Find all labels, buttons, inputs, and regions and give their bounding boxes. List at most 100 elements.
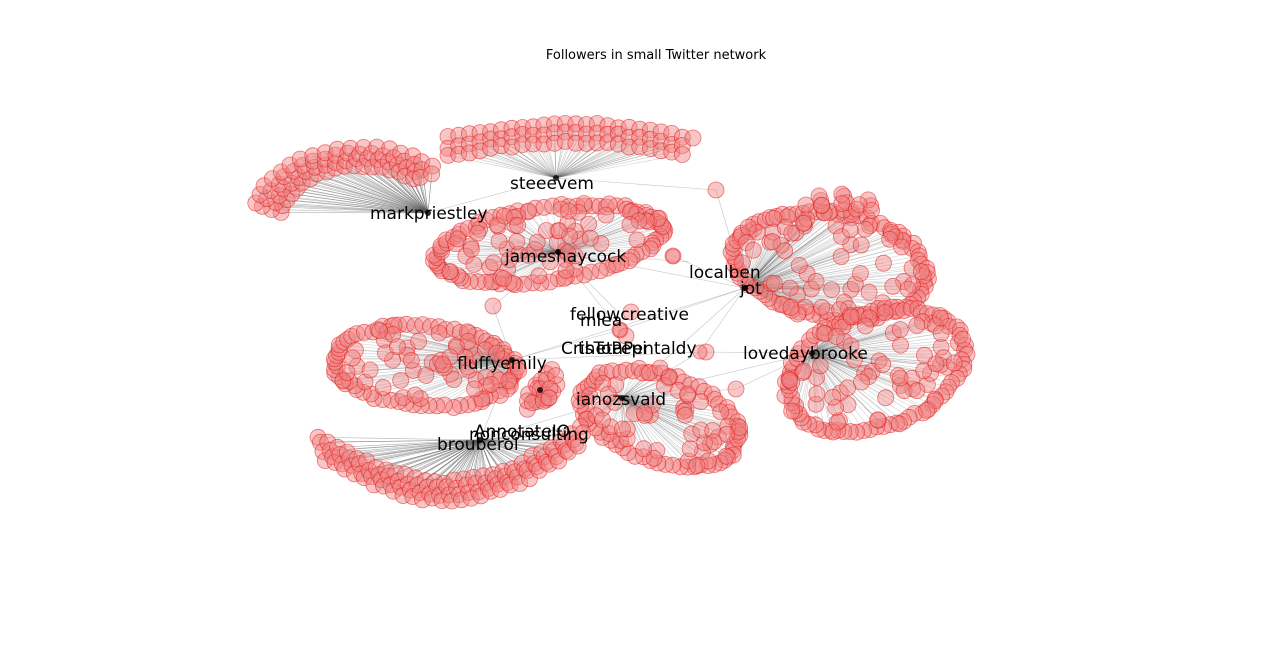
follower-node — [598, 259, 616, 277]
follower-node — [729, 430, 746, 448]
edge — [586, 397, 623, 420]
edge — [557, 251, 617, 265]
edge — [788, 352, 813, 380]
follower-node — [445, 371, 463, 388]
follower-node — [461, 273, 479, 290]
follower-node — [540, 389, 558, 407]
follower-node — [790, 256, 808, 274]
hub-node-jameshaycock — [555, 249, 561, 255]
edge — [532, 251, 559, 283]
follower-node — [895, 382, 913, 400]
follower-node — [665, 248, 681, 264]
edge — [477, 232, 559, 253]
follower-node — [855, 422, 872, 440]
edge — [811, 352, 962, 361]
follower-node — [582, 263, 600, 281]
edge — [811, 333, 826, 354]
follower-node — [618, 420, 636, 438]
follower-node — [918, 259, 936, 277]
edge — [501, 138, 557, 179]
edge — [811, 352, 817, 378]
edge — [791, 352, 813, 383]
follower-node — [476, 341, 494, 359]
nodes-layer — [247, 115, 976, 510]
follower-node — [838, 194, 855, 212]
follower-node — [842, 308, 860, 326]
edge — [811, 352, 960, 374]
edge — [557, 251, 637, 255]
edge — [475, 359, 513, 381]
follower-node — [485, 254, 502, 272]
edge — [512, 251, 559, 284]
edge — [479, 439, 537, 467]
edge — [376, 146, 429, 214]
follower-node — [748, 223, 766, 241]
follower-node — [841, 221, 859, 239]
follower-node — [537, 391, 555, 409]
edge — [744, 287, 878, 319]
edge — [437, 251, 559, 267]
follower-node — [863, 201, 880, 219]
edge — [465, 251, 559, 257]
edge — [621, 397, 692, 435]
edge — [621, 384, 691, 399]
follower-node — [450, 145, 468, 163]
edge — [621, 397, 701, 431]
follower-node — [375, 331, 393, 349]
follower-node — [795, 362, 813, 380]
edge — [504, 215, 559, 253]
edge — [446, 242, 559, 253]
follower-node — [750, 213, 768, 231]
edge — [811, 325, 936, 354]
follower-node — [729, 423, 747, 441]
edge — [557, 251, 592, 273]
edge — [392, 334, 513, 361]
edge — [585, 397, 623, 411]
edge — [811, 331, 821, 354]
edge — [271, 209, 429, 214]
edge — [811, 325, 866, 354]
follower-node — [899, 280, 917, 298]
follower-node — [643, 234, 661, 252]
follower-node — [385, 316, 403, 334]
follower-node — [623, 248, 641, 266]
follower-node — [888, 302, 906, 320]
edge — [532, 143, 557, 179]
edge — [557, 243, 601, 253]
edge — [363, 359, 513, 393]
edge — [621, 397, 684, 408]
hub-node-lovedaybrooke — [809, 350, 815, 356]
edge — [621, 397, 651, 416]
edge — [621, 376, 670, 399]
follower-node — [338, 443, 356, 461]
follower-node — [688, 457, 706, 474]
edge — [557, 235, 570, 253]
follower-node — [553, 196, 570, 213]
follower-node — [673, 146, 691, 163]
edge — [479, 150, 557, 179]
follower-node — [782, 354, 800, 372]
edge — [427, 177, 557, 214]
edge — [744, 230, 891, 289]
edge — [415, 439, 481, 479]
edge — [744, 225, 837, 289]
follower-node — [428, 249, 446, 266]
edge — [557, 216, 652, 253]
edge — [479, 439, 545, 458]
edge — [744, 259, 919, 289]
edge — [479, 439, 579, 447]
edge — [441, 251, 559, 272]
edge — [744, 236, 896, 289]
follower-node — [669, 381, 687, 399]
edge — [621, 397, 684, 412]
hub-label-annotatelo: AnnotateIO — [474, 422, 570, 442]
edge — [744, 211, 852, 289]
edge — [440, 251, 559, 269]
hub-node-ianozsvald — [619, 395, 625, 401]
edge — [602, 397, 623, 421]
edge — [589, 395, 623, 399]
follower-node — [580, 215, 598, 233]
follower-node — [371, 322, 389, 340]
follower-node — [697, 343, 715, 361]
follower-node — [466, 380, 483, 398]
